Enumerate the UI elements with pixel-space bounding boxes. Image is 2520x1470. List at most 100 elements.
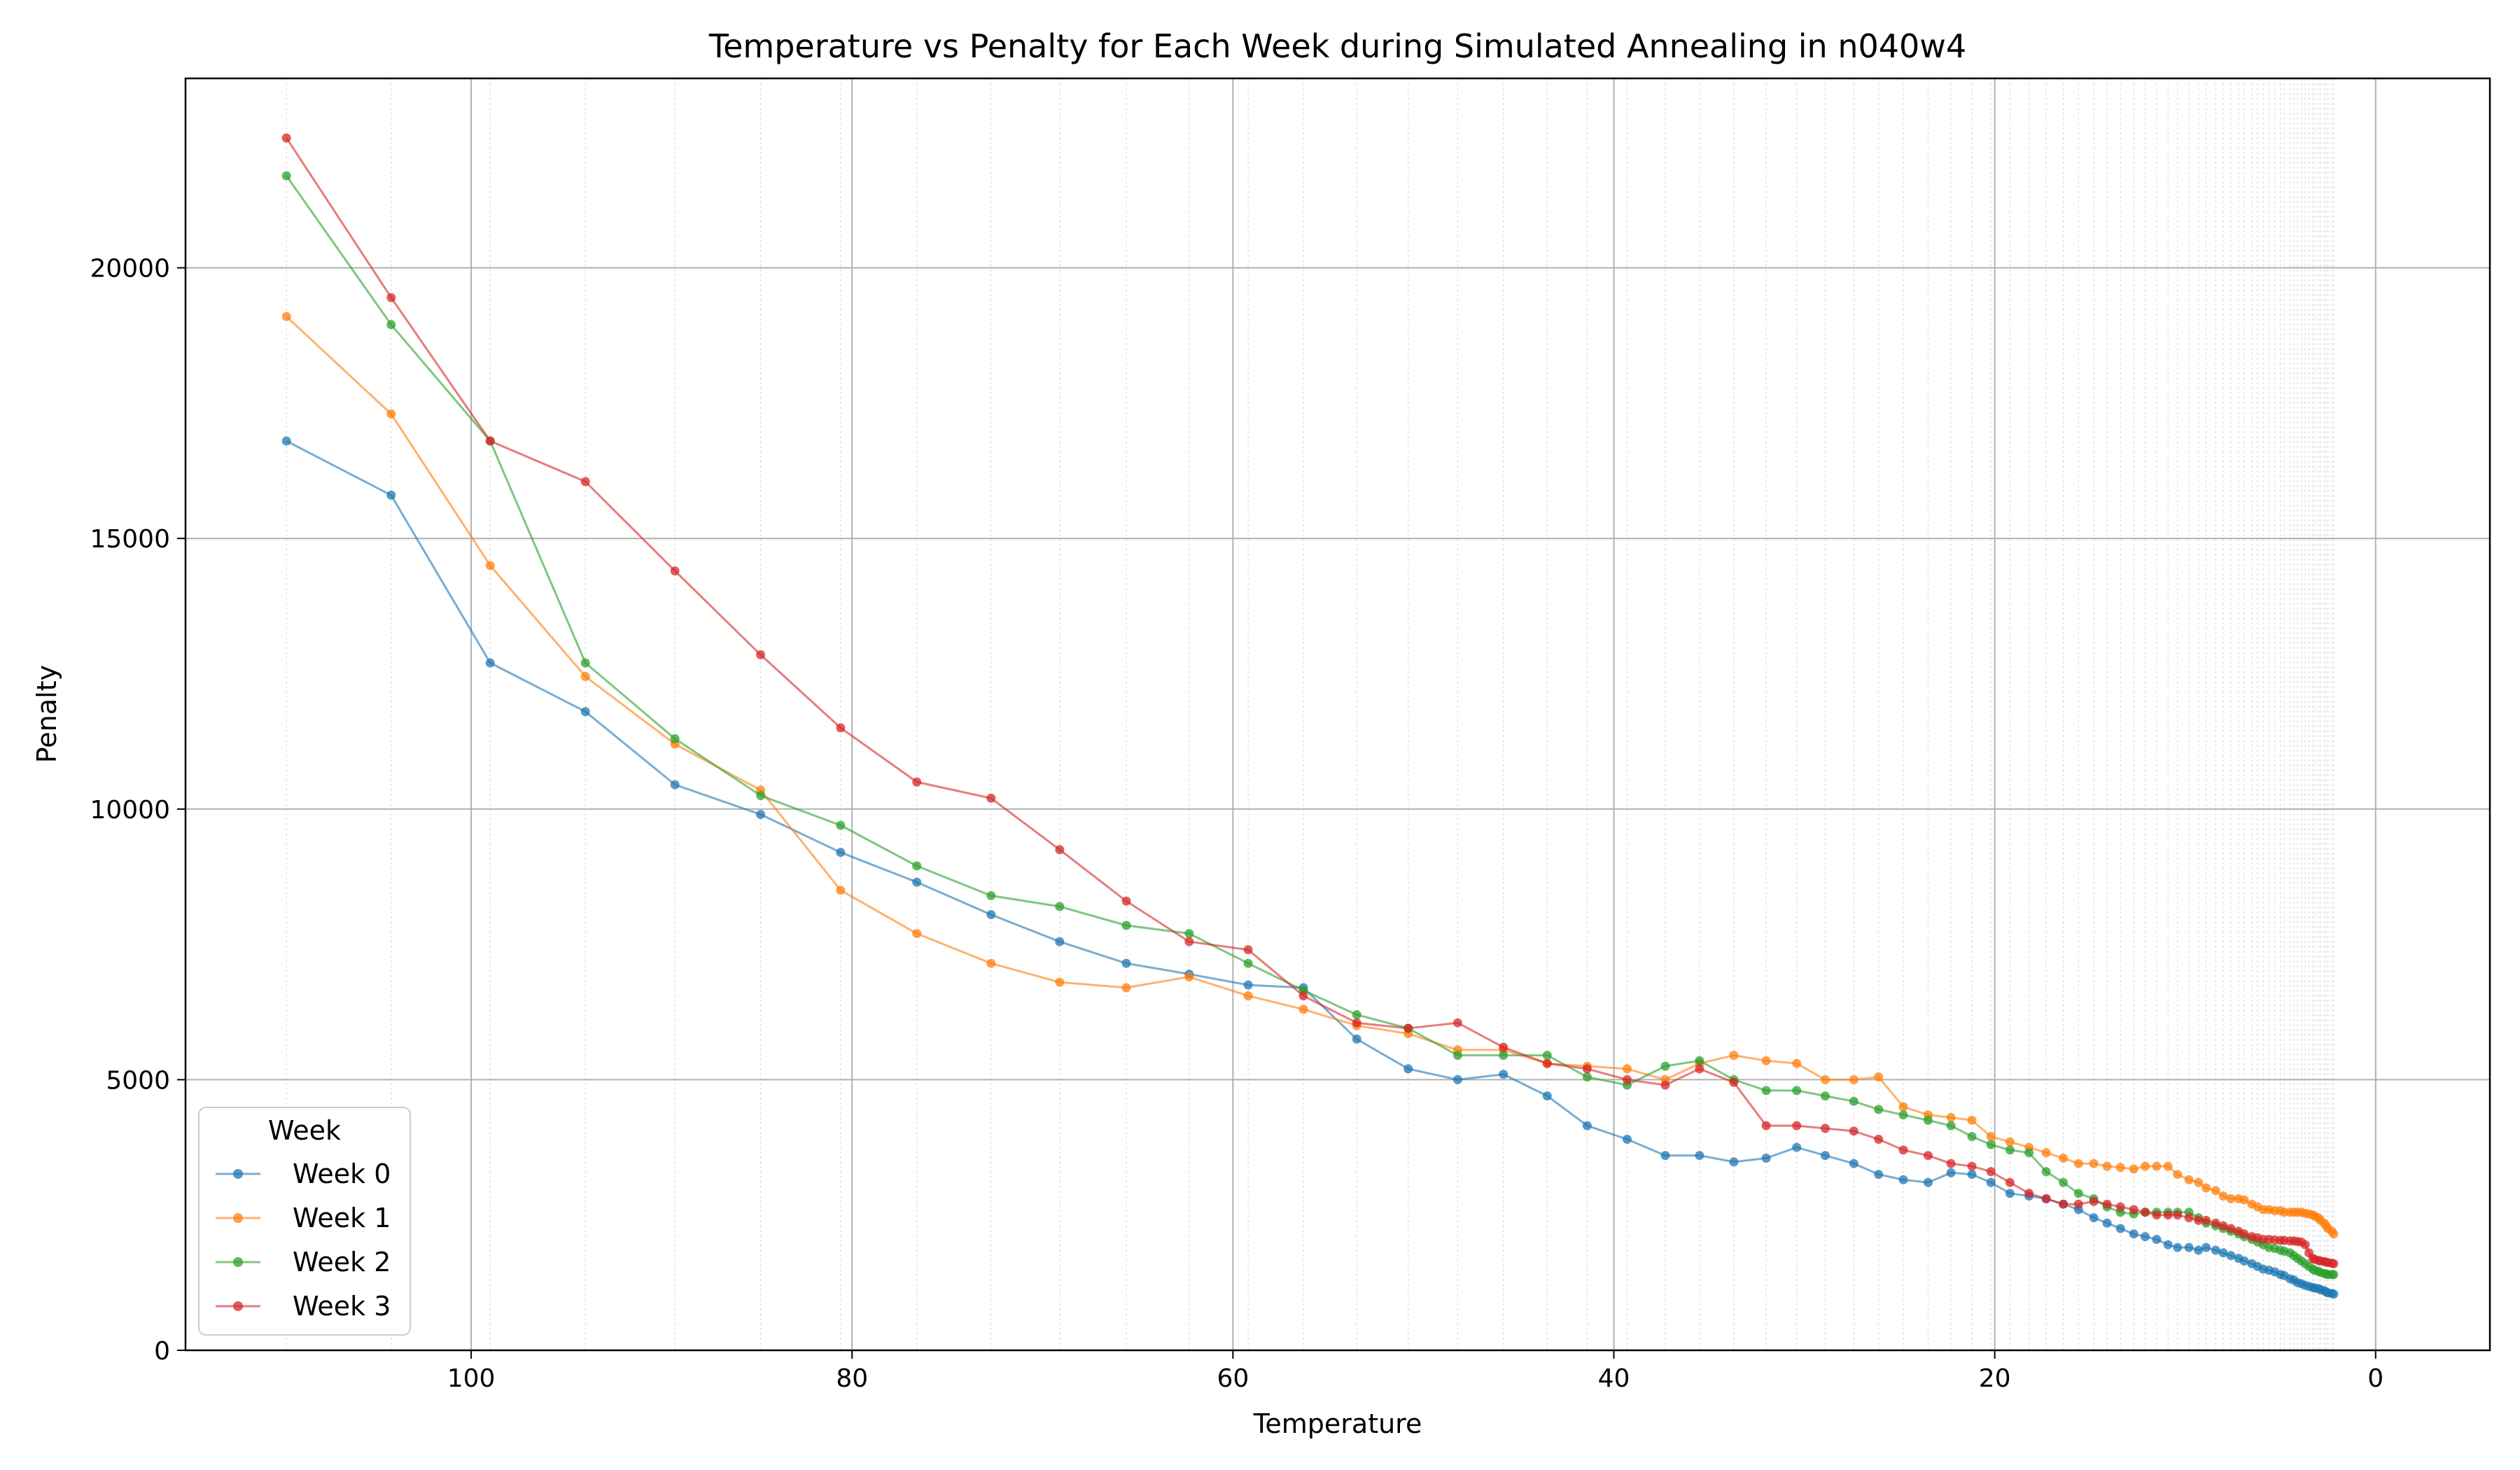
data-point xyxy=(986,793,996,803)
data-point xyxy=(1298,991,1308,1001)
data-point xyxy=(1542,1091,1552,1101)
data-point xyxy=(2005,1145,2015,1155)
data-point xyxy=(670,780,680,790)
data-point xyxy=(1761,1154,1771,1163)
data-point xyxy=(580,671,590,681)
data-point xyxy=(1792,1058,1802,1068)
legend-box xyxy=(198,1107,411,1336)
data-point xyxy=(2041,1167,2051,1177)
data-point xyxy=(2129,1164,2138,1174)
data-point xyxy=(1452,1018,1462,1028)
data-point xyxy=(1874,1135,1884,1144)
data-point xyxy=(2226,1224,2236,1233)
data-point xyxy=(2226,1251,2236,1261)
data-point xyxy=(1821,1074,1830,1084)
data-point xyxy=(2194,1245,2204,1255)
series-layer xyxy=(281,133,2339,1299)
y-tick-label: 5000 xyxy=(106,1066,170,1095)
data-point xyxy=(1729,1157,1739,1167)
data-point xyxy=(912,877,922,887)
data-point xyxy=(1499,1042,1508,1052)
minor-grid xyxy=(286,78,2334,1350)
x-axis-title: Temperature xyxy=(1253,1408,1422,1439)
data-point xyxy=(485,658,495,668)
data-point xyxy=(281,436,291,446)
plot-background xyxy=(186,78,2490,1350)
data-point xyxy=(2141,1232,2150,1242)
data-point xyxy=(2073,1189,2083,1198)
data-point xyxy=(2211,1186,2220,1196)
data-point xyxy=(2218,1191,2228,1201)
data-point xyxy=(1729,1077,1739,1087)
data-point xyxy=(2211,1245,2220,1255)
data-point xyxy=(1243,945,1253,955)
data-point xyxy=(1695,1056,1704,1065)
data-point xyxy=(1623,1064,1632,1074)
data-point xyxy=(2102,1218,2112,1228)
data-point xyxy=(2041,1194,2051,1203)
data-point xyxy=(1986,1140,1996,1149)
data-point xyxy=(1874,1170,1884,1180)
data-point xyxy=(1243,958,1253,968)
data-point xyxy=(1898,1110,1908,1120)
data-point xyxy=(2024,1148,2034,1158)
legend-label: Week 3 xyxy=(293,1291,391,1322)
x-tick-label: 100 xyxy=(447,1364,496,1393)
data-point xyxy=(2194,1215,2204,1225)
data-point xyxy=(2218,1248,2228,1258)
data-point xyxy=(756,791,766,800)
data-point xyxy=(1792,1121,1802,1130)
data-point xyxy=(2329,1270,2339,1280)
data-point xyxy=(1055,977,1065,987)
data-point xyxy=(2005,1177,2015,1187)
data-point xyxy=(2073,1158,2083,1168)
data-point xyxy=(2163,1240,2173,1250)
data-point xyxy=(2059,1154,2068,1163)
data-point xyxy=(2184,1175,2194,1184)
data-point xyxy=(2024,1189,2034,1198)
data-point xyxy=(1849,1096,1858,1106)
data-point xyxy=(1404,1023,1413,1033)
data-point xyxy=(1792,1086,1802,1096)
data-point xyxy=(1729,1051,1739,1060)
data-point xyxy=(281,133,291,143)
data-point xyxy=(1821,1091,1830,1101)
data-point xyxy=(1946,1158,1956,1168)
data-point xyxy=(1623,1074,1632,1084)
data-point xyxy=(1452,1074,1462,1084)
data-point xyxy=(1352,1010,1362,1020)
y-tick-label: 20000 xyxy=(90,255,170,284)
data-point xyxy=(2211,1218,2220,1228)
data-point xyxy=(2300,1240,2310,1250)
x-tick-label: 20 xyxy=(1979,1364,2011,1393)
data-point xyxy=(1923,1151,1933,1161)
data-point xyxy=(2073,1199,2083,1209)
data-point xyxy=(1986,1132,1996,1142)
legend-label: Week 1 xyxy=(293,1203,391,1233)
x-tick-label: 80 xyxy=(836,1364,868,1393)
data-point xyxy=(1184,937,1194,946)
data-point xyxy=(2202,1242,2211,1252)
series-week-0 xyxy=(281,436,2339,1299)
data-point xyxy=(1184,929,1194,939)
data-point xyxy=(580,477,590,486)
data-point xyxy=(2239,1229,2249,1239)
data-point xyxy=(1849,1074,1858,1084)
data-point xyxy=(2173,1170,2183,1180)
data-point xyxy=(1352,1034,1362,1044)
data-point xyxy=(2226,1194,2236,1203)
data-point xyxy=(2184,1242,2194,1252)
data-point xyxy=(1849,1126,1858,1136)
data-point xyxy=(836,848,846,858)
data-point xyxy=(2115,1163,2125,1172)
data-point xyxy=(2329,1289,2339,1299)
data-point xyxy=(580,707,590,717)
data-point xyxy=(1821,1124,1830,1133)
data-point xyxy=(2089,1213,2099,1223)
data-point xyxy=(2194,1177,2204,1187)
data-point xyxy=(912,929,922,939)
legend-swatch-marker xyxy=(233,1169,243,1179)
data-point xyxy=(912,777,922,787)
data-point xyxy=(1582,1072,1592,1082)
data-point xyxy=(485,561,495,570)
